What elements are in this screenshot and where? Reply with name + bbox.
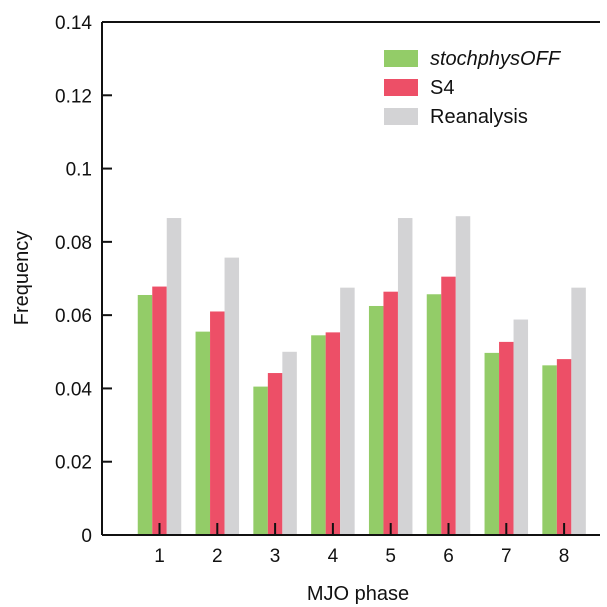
x-tick-label: 7: [501, 546, 512, 567]
x-tick-label: 8: [559, 546, 570, 567]
x-ticks: 1 2 3 4 5 6 7 8: [154, 523, 569, 567]
legend-swatch-stochphysoff: [384, 50, 418, 67]
y-tick-label: 0.06: [55, 306, 92, 327]
bar-stochphysoff-phase-4: [311, 335, 326, 535]
legend-label-reanalysis: Reanalysis: [430, 106, 528, 128]
y-tick-label: 0.02: [55, 453, 92, 474]
bar-stochphysoff-phase-6: [426, 294, 442, 535]
y-tick-label: 0.12: [55, 86, 92, 107]
x-tick-label: 4: [328, 546, 339, 567]
legend-swatch-s4: [384, 79, 418, 96]
x-tick-label: 5: [385, 546, 396, 567]
bar-reanalysis-phase-4: [340, 287, 355, 535]
x-tick-label: 3: [270, 546, 281, 567]
bar-s4-phase-5: [383, 291, 398, 535]
x-tick-label: 1: [154, 546, 165, 567]
bar-s4-phase-4: [325, 332, 341, 535]
y-ticks: 0 0.02 0.04 0.06 0.08 0.1 0.12 0.14: [55, 13, 112, 547]
bar-s4-phase-6: [441, 276, 456, 535]
x-tick-label: 2: [212, 546, 223, 567]
bar-stochphysoff-phase-3: [253, 386, 268, 535]
axes-layer: [101, 21, 600, 536]
y-tick-label: 0.14: [55, 13, 92, 34]
bar-reanalysis-phase-7: [513, 319, 529, 535]
bar-stochphysoff-phase-8: [542, 365, 557, 535]
legend-swatch-reanalysis: [384, 108, 418, 125]
bar-reanalysis-phase-2: [224, 257, 240, 535]
bar-stochphysoff-phase-1: [137, 294, 153, 535]
bar-stochphysoff-phase-5: [368, 305, 384, 535]
y-tick-label: 0: [81, 526, 92, 547]
bar-s4-phase-2: [210, 311, 225, 535]
bar-s4-phase-1: [152, 286, 167, 535]
bars-layer: [137, 216, 586, 536]
y-axis-title: Frequency: [11, 231, 33, 326]
legend-label-s4: S4: [430, 77, 454, 99]
bar-reanalysis-phase-8: [571, 287, 586, 535]
y-tick-label: 0.1: [66, 160, 92, 181]
bar-reanalysis-phase-3: [282, 351, 297, 535]
bar-reanalysis-phase-6: [455, 216, 471, 535]
legend: stochphysOFF S4 Reanalysis: [384, 48, 562, 128]
bar-reanalysis-phase-1: [166, 218, 182, 536]
y-tick-label: 0.08: [55, 233, 92, 254]
bar-s4-phase-3: [267, 373, 283, 535]
legend-label-stochphysoff: stochphysOFF: [430, 48, 562, 70]
bar-stochphysoff-phase-2: [195, 331, 211, 535]
y-tick-label: 0.04: [55, 379, 92, 400]
bar-stochphysoff-phase-7: [484, 352, 500, 535]
bar-s4-phase-7: [499, 341, 514, 535]
bar-reanalysis-phase-5: [397, 218, 413, 536]
x-axis-title: MJO phase: [307, 583, 409, 605]
x-tick-label: 6: [443, 546, 454, 567]
bar-s4-phase-8: [556, 359, 572, 535]
